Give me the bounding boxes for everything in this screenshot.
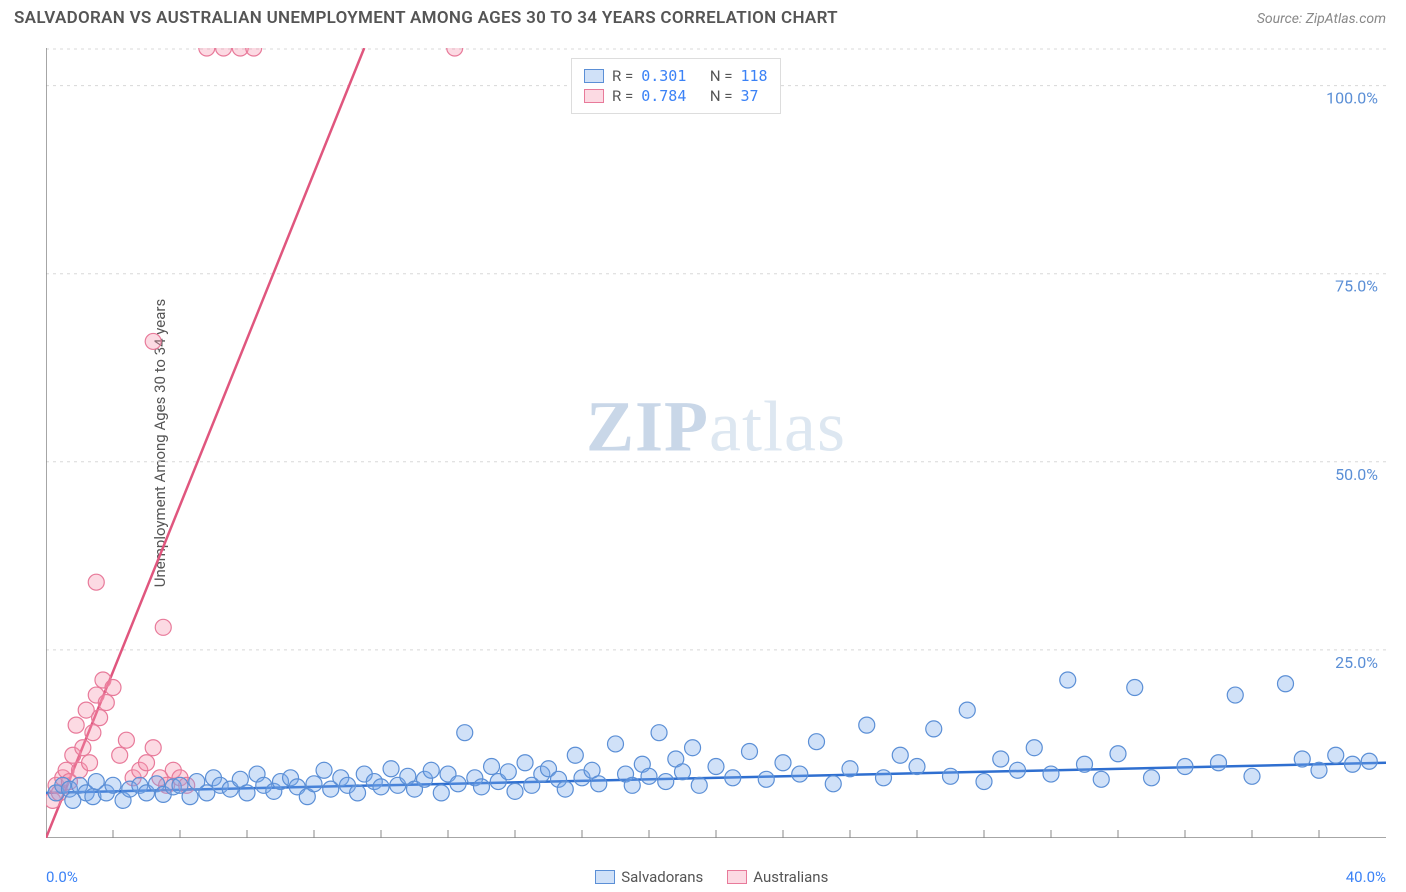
chart-area: Unemployment Among Ages 30 to 34 years 2… [46, 48, 1386, 838]
svg-text:75.0%: 75.0% [1335, 277, 1378, 296]
correlation-legend: R = 0.301 N = 118 R = 0.784 N = 37 [571, 58, 781, 114]
svg-text:50.0%: 50.0% [1335, 465, 1378, 484]
scatter-plot: 25.0% 50.0% 75.0% 100.0% [46, 48, 1386, 838]
salvadoran-r-value: 0.301 [641, 67, 686, 85]
source-label: Source: ZipAtlas.com [1257, 11, 1386, 27]
n-label: N = [710, 87, 733, 105]
x-axis-start: 0.0% [46, 868, 78, 886]
salvadoran-series-label: Salvadorans [595, 868, 703, 886]
n-label: N = [710, 67, 733, 85]
x-axis-end: 40.0% [1346, 868, 1386, 886]
australian-series-label: Australians [727, 868, 828, 886]
svg-text:25.0%: 25.0% [1335, 653, 1378, 672]
r-label: R = [612, 67, 633, 85]
salvadoran-swatch-icon [584, 69, 604, 83]
australian-swatch-icon [584, 89, 604, 103]
australian-n-value: 37 [740, 87, 758, 105]
australian-r-value: 0.784 [641, 87, 686, 105]
svg-text:100.0%: 100.0% [1326, 89, 1378, 108]
r-label: R = [612, 87, 633, 105]
bottom-legend: 0.0% Salvadorans Australians 40.0% [46, 868, 1386, 886]
chart-title: SALVADORAN VS AUSTRALIAN UNEMPLOYMENT AM… [14, 8, 838, 28]
salvadoran-n-value: 118 [740, 67, 767, 85]
